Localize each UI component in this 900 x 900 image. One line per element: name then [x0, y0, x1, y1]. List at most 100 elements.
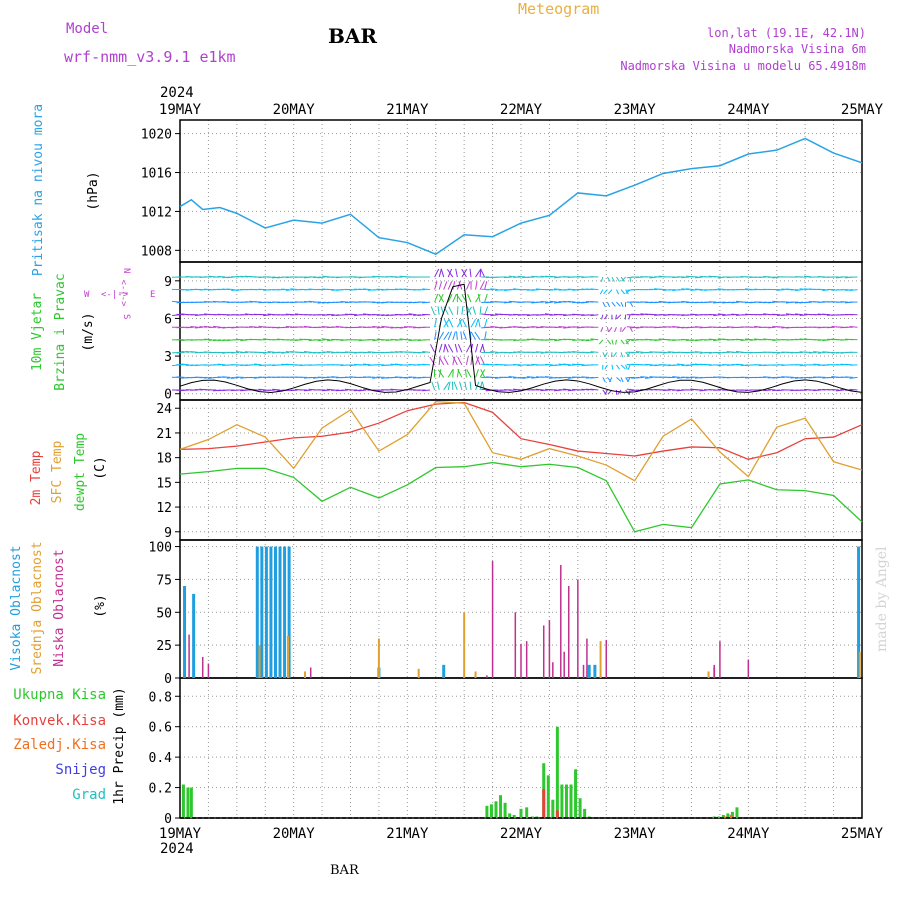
wind-arrow	[535, 388, 544, 391]
wind-arrow	[231, 351, 240, 354]
total-precip-bar	[525, 807, 529, 818]
wind-arrow	[611, 276, 615, 282]
wind-arrow	[616, 364, 620, 370]
wind-arrow	[540, 389, 549, 392]
wind-arrow	[609, 377, 613, 383]
wind-arrow	[258, 388, 267, 391]
wind-arrow	[690, 339, 699, 342]
wind-arrow	[767, 301, 776, 304]
wind-arrow	[199, 326, 208, 328]
low-cloud-bar	[514, 612, 517, 678]
wind-arrow	[629, 301, 634, 307]
wind-arrow	[470, 319, 477, 328]
total-precip-bar	[560, 784, 564, 818]
wind-arrow	[438, 294, 445, 303]
wind-arrow	[627, 364, 631, 370]
wind-arrow	[694, 276, 703, 279]
wind-arrow	[461, 306, 464, 315]
footer-station: BAR	[330, 863, 360, 878]
wind-arrow	[717, 313, 726, 316]
wind-arrow	[572, 301, 581, 304]
high-cloud-bar	[269, 546, 273, 678]
wind-arrow	[481, 343, 486, 353]
temp-2m-label: 2m Temp	[29, 450, 44, 505]
wind-arrow	[456, 294, 463, 303]
high-cloud-bar	[192, 593, 196, 678]
wind-arrow	[431, 381, 436, 391]
wind-arrow	[430, 344, 436, 353]
wind-arrow	[437, 369, 445, 378]
wind-arrow	[447, 381, 451, 391]
y-tick-label: 0	[164, 672, 172, 687]
wind-arrow	[422, 301, 431, 304]
legend-total: Ukupna Kisa	[13, 687, 106, 703]
wind-arrow	[735, 338, 744, 341]
wind-arrow	[456, 319, 463, 328]
conv-precip-bar	[542, 789, 546, 818]
wind-arrow	[620, 377, 624, 383]
high-cloud-bar	[283, 546, 287, 678]
wind-arrow	[625, 339, 631, 345]
wind-arrow	[616, 276, 620, 282]
wind-arrow	[474, 331, 481, 341]
wind-arrow	[663, 389, 672, 392]
wind-arrow	[294, 339, 303, 341]
y-tick-label: 12	[156, 501, 172, 516]
conv-precip-bar	[555, 810, 559, 818]
x-tick-label-top: 23MAY	[614, 102, 657, 118]
wind-arrow	[549, 300, 558, 303]
wind-arrow	[601, 314, 604, 320]
y-tick-label: 1012	[141, 205, 172, 220]
cloud-unit: (%)	[93, 594, 108, 617]
wind-arrow	[470, 331, 476, 341]
total-precip-bar	[535, 816, 539, 818]
total-precip-bar	[721, 814, 725, 818]
wind-arrow	[322, 338, 331, 341]
wind-arrow	[480, 268, 486, 278]
wind-arrow	[217, 275, 226, 278]
wind-arrow	[590, 288, 599, 291]
wind-arrow	[531, 326, 540, 328]
wind-arrow	[381, 314, 390, 317]
wind-arrow	[253, 301, 262, 303]
total-precip-bar	[485, 805, 489, 818]
temp-sfc-line	[179, 400, 863, 482]
wind-arrow	[600, 327, 604, 333]
wind-arrow	[222, 376, 231, 378]
total-precip-bar	[181, 784, 185, 818]
high-cloud-bar	[278, 546, 282, 678]
low-cloud-bar	[567, 586, 570, 678]
x-tick-label-top: 21MAY	[386, 102, 429, 118]
wind-arrow	[694, 351, 703, 353]
mid-cloud-bar	[304, 671, 307, 678]
wind-arrow	[776, 289, 785, 291]
wind-arrow	[399, 326, 408, 329]
frz-precip-bar	[724, 816, 728, 818]
wind-arrow	[479, 306, 482, 315]
wind-arrow	[694, 288, 703, 291]
low-cloud-bar	[552, 662, 554, 678]
wind-arrow	[353, 389, 362, 392]
y-tick-label: 0.6	[149, 721, 172, 736]
wind-arrow	[452, 293, 457, 303]
mid-cloud-bar	[707, 671, 710, 678]
wind-arrow	[484, 281, 488, 290]
total-precip-bar	[574, 769, 578, 818]
wind-arrow	[434, 268, 440, 278]
cloud-high-label: Visoka Oblacnost	[9, 545, 24, 670]
wind-arrow	[849, 326, 858, 328]
wind-arrow	[455, 268, 458, 278]
low-cloud-bar	[207, 663, 210, 678]
wind-arrow	[434, 331, 437, 340]
wind-arrow	[531, 289, 540, 291]
y-tick-label: 75	[156, 573, 172, 588]
wind-arrow	[437, 381, 440, 391]
wind-arrow	[616, 289, 620, 295]
low-cloud-bar	[491, 561, 494, 678]
wind-arrow	[731, 301, 740, 304]
wind-ylabel-sub: Brzina i Pravac	[53, 273, 68, 390]
wind-arrow	[611, 364, 614, 370]
wind-arrow	[590, 314, 599, 317]
wind-arrow	[190, 326, 199, 328]
